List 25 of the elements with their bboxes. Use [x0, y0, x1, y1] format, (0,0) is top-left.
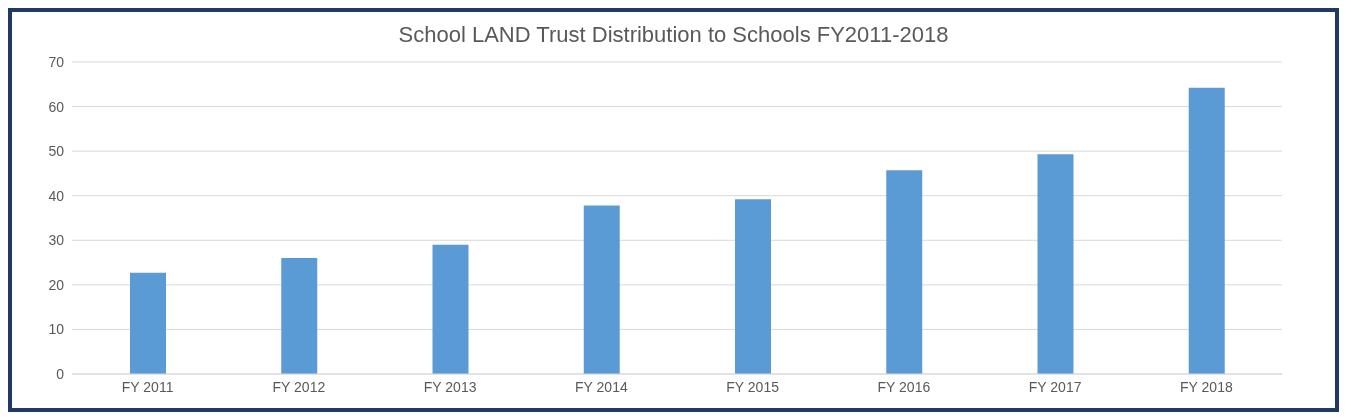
y-tick-label: 30 [48, 232, 65, 249]
y-tick-label: 0 [56, 365, 65, 382]
x-tick-label: FY 2012 [272, 378, 326, 395]
x-tick-label: FY 2011 [121, 378, 174, 395]
bar [1188, 87, 1225, 374]
y-tick-label: 50 [48, 143, 65, 160]
y-tick-label: 60 [48, 98, 65, 115]
bar [432, 244, 469, 374]
chart-title: School LAND Trust Distribution to Schools FY2011-2018 [397, 22, 950, 49]
y-tick-label: 70 [48, 53, 65, 70]
bar [886, 170, 923, 374]
x-tick-label: FY 2013 [423, 378, 477, 395]
y-tick-label: 40 [48, 187, 65, 204]
y-tick-label: 20 [48, 276, 65, 293]
x-tick-label: FY 2015 [726, 378, 780, 395]
bar [130, 272, 166, 374]
x-tick-label: FY 2014 [575, 378, 628, 395]
bar [735, 199, 771, 374]
x-tick-label: FY 2016 [877, 378, 931, 395]
x-tick-label: FY 2017 [1028, 378, 1082, 395]
bar [281, 258, 318, 374]
y-tick-label: 10 [48, 321, 65, 338]
x-tick-label: FY 2018 [1180, 378, 1233, 395]
bar [1037, 154, 1074, 374]
bar [583, 205, 620, 374]
